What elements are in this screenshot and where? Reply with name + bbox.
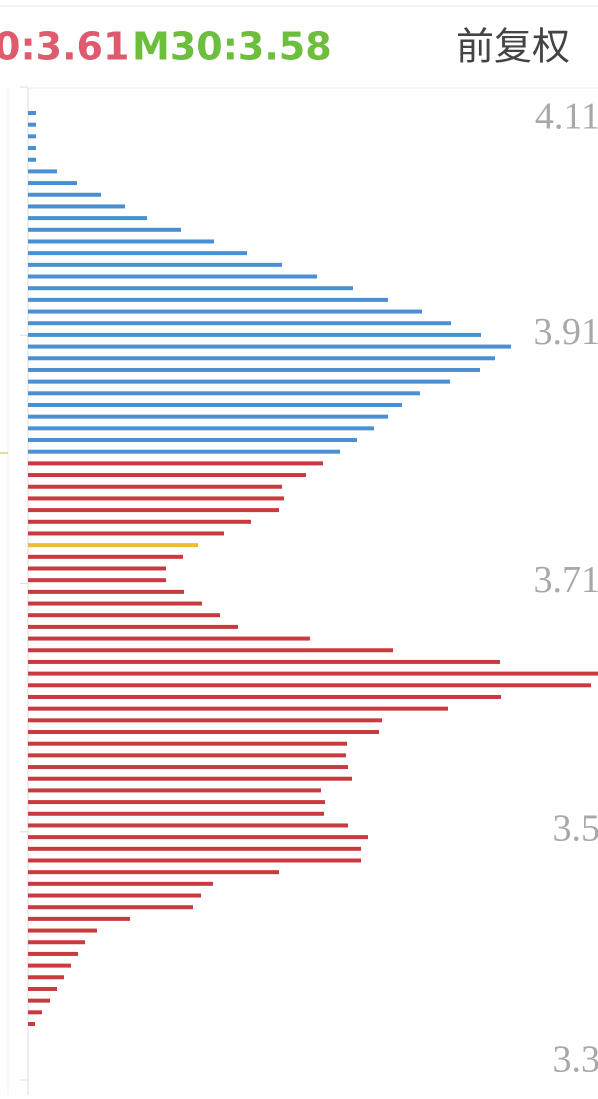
- chip-bar: [28, 157, 36, 162]
- chip-bar: [28, 414, 388, 419]
- chip-bar: [28, 309, 422, 314]
- chip-bar: [28, 169, 57, 174]
- chip-bar: [28, 391, 420, 396]
- chip-bar: [28, 986, 57, 991]
- chip-bar: [28, 297, 388, 302]
- chip-bar: [28, 951, 78, 956]
- chip-bar: [28, 449, 340, 454]
- chip-bar: [28, 694, 501, 699]
- chip-bar: [28, 776, 352, 781]
- chip-bar: [28, 928, 97, 933]
- chip-bar: [28, 706, 448, 711]
- chip-bar: [28, 496, 284, 501]
- chip-bar: [28, 332, 481, 337]
- chip-bar: [28, 916, 130, 921]
- adjust-mode[interactable]: 前复权: [456, 25, 570, 69]
- chip-bar: [28, 823, 348, 828]
- chip-bar: [28, 788, 321, 793]
- chip-bar: [28, 367, 480, 372]
- chip-bar: [28, 356, 495, 361]
- chip-bar: [28, 975, 64, 980]
- chip-bar: [28, 146, 36, 151]
- chip-bar: [28, 251, 247, 256]
- y-tick-label: 4.11: [535, 96, 598, 138]
- chip-bar: [28, 438, 357, 443]
- chip-bar: [28, 578, 166, 583]
- chip-bar: [28, 636, 310, 641]
- chip-bar: [28, 216, 147, 221]
- chip-bar: [28, 730, 379, 735]
- chip-bar: [28, 262, 282, 267]
- chip-bar: [28, 613, 220, 618]
- chip-bar: [28, 881, 213, 886]
- chip-bar: [28, 321, 451, 326]
- chip-bar: [28, 648, 393, 653]
- chip-bar: [28, 554, 183, 559]
- chip-bar: [28, 765, 348, 770]
- chip-bar: [28, 461, 323, 466]
- chip-bar: [28, 543, 198, 548]
- chip-bar: [28, 111, 36, 115]
- chip-bar: [28, 1010, 42, 1015]
- chip-bar: [28, 870, 279, 875]
- chip-bar: [28, 659, 500, 664]
- chip-bar: [28, 519, 251, 524]
- chip-bar: [28, 192, 101, 197]
- chip-bar: [28, 484, 282, 489]
- chip-bar: [28, 204, 125, 209]
- ma30-label: M30:3.58: [132, 25, 332, 69]
- y-tick-label: 3.3: [553, 1039, 598, 1081]
- chip-bar: [28, 274, 317, 279]
- chip-bar: [28, 473, 306, 478]
- chip-bar: [28, 753, 346, 758]
- ma-left-label: 0:3.61: [0, 25, 129, 69]
- chip-bar: [28, 963, 71, 968]
- chip-bar: [28, 227, 181, 232]
- chip-bar: [28, 835, 368, 840]
- chip-bar: [28, 379, 450, 384]
- chip-bar: [28, 683, 591, 688]
- chip-bar: [28, 624, 238, 629]
- chip-bar: [28, 239, 214, 244]
- chip-bar: [28, 181, 77, 186]
- chip-bar: [28, 589, 184, 594]
- chip-bar: [28, 718, 382, 723]
- chip-bar: [28, 344, 511, 349]
- chip-bar: [28, 426, 374, 431]
- y-tick-label: 3.5: [553, 807, 598, 849]
- chip-bar: [28, 122, 36, 127]
- chip-bar: [28, 566, 166, 571]
- chip-bar: [28, 531, 224, 536]
- chip-bar: [28, 286, 353, 291]
- chip-bar: [28, 671, 598, 676]
- chip-bar: [28, 1022, 35, 1026]
- chip-bar: [28, 402, 402, 407]
- chip-bar: [28, 858, 361, 863]
- chip-bar: [28, 601, 202, 606]
- chip-bar: [28, 846, 361, 851]
- chip-bar: [28, 811, 324, 816]
- chip-bar: [28, 940, 85, 945]
- chip-bar: [28, 134, 36, 139]
- chip-bar: [28, 741, 347, 746]
- chip-bar: [28, 905, 193, 910]
- chip-bar: [28, 800, 325, 805]
- y-tick-label: 3.71: [534, 559, 598, 601]
- y-tick-label: 3.91: [534, 311, 598, 353]
- chip-bar: [28, 998, 50, 1003]
- chip-bar: [28, 508, 279, 513]
- chip-bar: [28, 893, 201, 898]
